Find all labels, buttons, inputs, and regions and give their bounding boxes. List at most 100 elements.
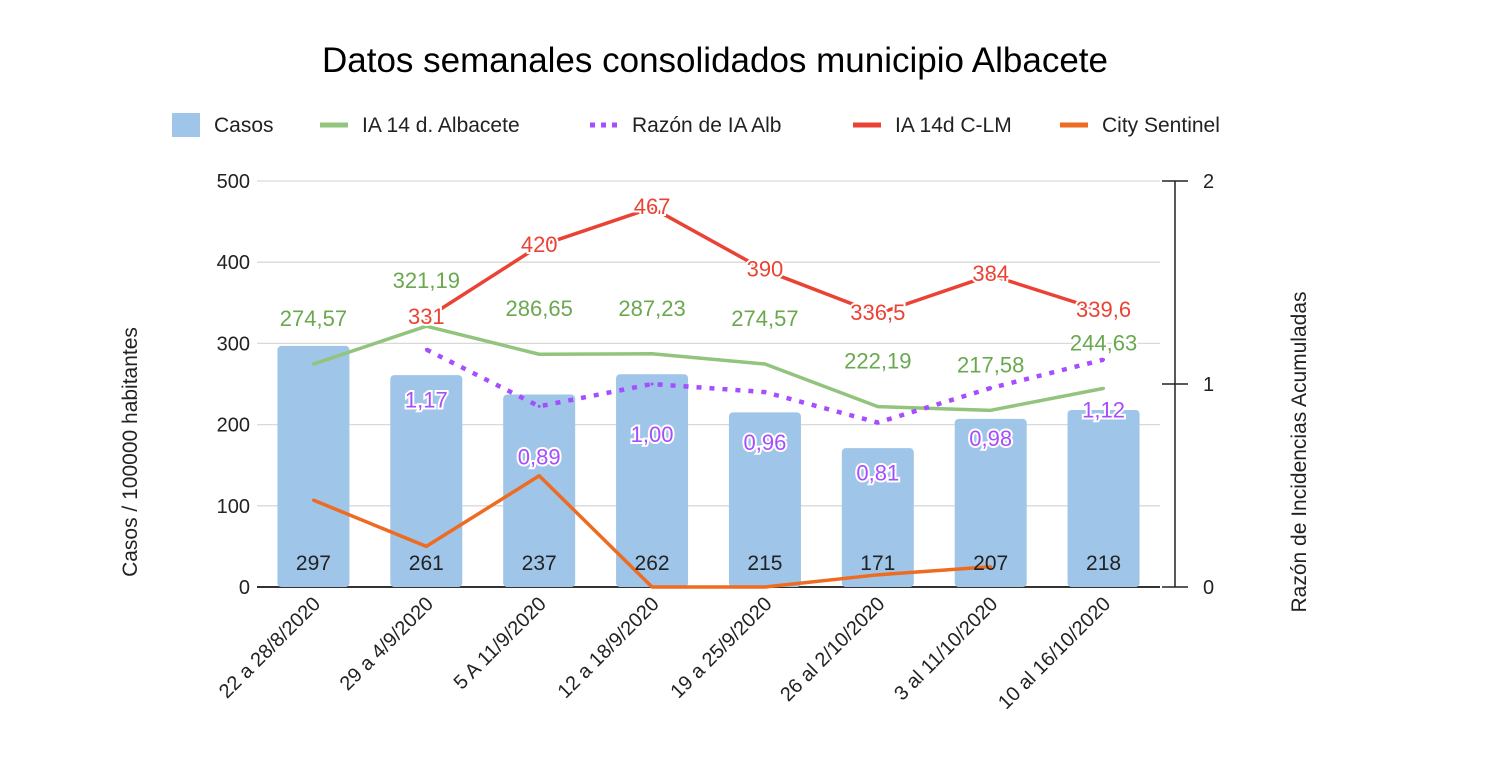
axes: 0 100 200 300 400 500 0 1 2 22 a 28/8/2020 29 a 4/… xyxy=(215,171,1214,714)
legend: Casos IA 14 d. Albacete Razón de IA Alb IA … xyxy=(172,113,1220,137)
bar-casos xyxy=(841,448,914,587)
label-ia-14d-c-lm: 467 xyxy=(634,194,671,219)
point-city-sentinel xyxy=(537,474,541,478)
y-tick-label: 400 xyxy=(217,252,250,274)
label-ia-14d-c-lm: 331 xyxy=(408,304,445,329)
legend-item: Casos xyxy=(172,113,274,137)
label-raz-n-de-ia-alb: 1,12 xyxy=(1082,398,1125,423)
point-raz-n-de-ia-alb xyxy=(763,390,767,394)
point-raz-n-de-ia-alb xyxy=(876,421,880,425)
point-raz-n-de-ia-alb xyxy=(424,347,428,351)
point-city-sentinel xyxy=(650,585,654,589)
point-raz-n-de-ia-alb xyxy=(1102,358,1106,362)
label-ia-14-d-albacete: 287,23 xyxy=(618,296,685,321)
label-ia-14-d-albacete: 286,65 xyxy=(506,296,573,321)
legend-item: Razón de IA Alb xyxy=(590,114,781,137)
y-tick-label: 100 xyxy=(217,496,250,518)
label-ia-14d-c-lm: 339,6 xyxy=(1076,297,1131,322)
y-tick-label: 300 xyxy=(217,333,250,355)
legend-item: IA 14 d. Albacete xyxy=(320,114,520,137)
bar-label: 237 xyxy=(522,552,557,575)
legend-swatch xyxy=(172,113,200,137)
bar-label: 261 xyxy=(409,552,444,575)
label-ia-14d-c-lm: 336,5 xyxy=(850,300,905,325)
point-ia-14d-c-lm xyxy=(650,206,654,210)
point-ia-14-d-albacete xyxy=(650,352,654,356)
bar-casos xyxy=(616,374,689,587)
legend-label: City Sentinel xyxy=(1102,114,1220,137)
legend-item: City Sentinel xyxy=(1060,114,1220,137)
point-ia-14-d-albacete xyxy=(311,362,315,366)
label-raz-n-de-ia-alb: 1,17 xyxy=(405,387,448,412)
x-tick-label: 22 a 28/8/2020 xyxy=(215,593,325,703)
line-ia-14-d-albacete xyxy=(312,324,1104,413)
point-city-sentinel xyxy=(424,544,428,548)
chart-title: Datos semanales consolidados municipio A… xyxy=(322,41,1108,80)
bar-label: 215 xyxy=(747,552,782,575)
point-ia-14-d-albacete xyxy=(763,362,767,366)
point-ia-14-d-albacete xyxy=(424,324,428,328)
y2-tick-label: 0 xyxy=(1203,577,1214,599)
label-raz-n-de-ia-alb: 0,98 xyxy=(969,426,1012,451)
y-tick-label: 0 xyxy=(239,577,250,599)
x-tick-label: 10 al 16/10/2020 xyxy=(994,593,1115,714)
label-ia-14-d-albacete: 217,58 xyxy=(957,352,1024,377)
x-tick-label: 12 a 18/9/2020 xyxy=(554,593,664,703)
point-ia-14d-c-lm xyxy=(763,268,767,272)
bar-casos xyxy=(503,394,576,587)
bar-casos xyxy=(728,412,801,587)
x-tick-label: 29 a 4/9/2020 xyxy=(336,593,438,695)
legend-label: IA 14d C-LM xyxy=(895,114,1012,137)
y-tick-label: 500 xyxy=(217,171,250,193)
y2-tick-label: 1 xyxy=(1203,374,1214,396)
label-ia-14-d-albacete: 321,19 xyxy=(393,268,460,293)
bar-label: 171 xyxy=(860,552,895,575)
y2-tick-label: 2 xyxy=(1203,171,1214,193)
legend-item: IA 14d C-LM xyxy=(853,114,1012,137)
point-raz-n-de-ia-alb xyxy=(537,404,541,408)
x-tick-label: 26 al 2/10/2020 xyxy=(776,593,889,706)
y-tick-label: 200 xyxy=(217,415,250,437)
point-raz-n-de-ia-alb xyxy=(650,382,654,386)
legend-label: Razón de IA Alb xyxy=(632,114,781,137)
bar-casos xyxy=(1067,409,1140,587)
label-ia-14d-c-lm: 384 xyxy=(972,261,1009,286)
x-tick-label: 3 al 11/10/2020 xyxy=(890,593,1002,705)
point-raz-n-de-ia-alb xyxy=(989,386,993,390)
point-ia-14d-c-lm xyxy=(1102,309,1106,313)
label-ia-14-d-albacete: 274,57 xyxy=(731,306,798,331)
bar-casos xyxy=(277,345,350,587)
y2-axis-label: Razón de Incidencias Acumuladas xyxy=(1288,291,1311,612)
point-city-sentinel xyxy=(876,573,880,577)
label-ia-14-d-albacete: 274,57 xyxy=(280,306,347,331)
point-ia-14-d-albacete xyxy=(537,352,541,356)
point-ia-14-d-albacete xyxy=(876,405,880,409)
bar-label: 218 xyxy=(1086,552,1121,575)
point-ia-14d-c-lm xyxy=(989,273,993,277)
lines xyxy=(311,206,1106,589)
label-raz-n-de-ia-alb: 0,81 xyxy=(856,461,899,486)
point-ia-14-d-albacete xyxy=(1102,386,1106,390)
point-ia-14d-c-lm xyxy=(876,312,880,316)
bar-casos xyxy=(954,418,1027,587)
label-ia-14d-c-lm: 420 xyxy=(521,232,558,257)
bars xyxy=(277,345,1140,587)
point-city-sentinel xyxy=(311,498,315,502)
point-ia-14d-c-lm xyxy=(537,244,541,248)
legend-label: IA 14 d. Albacete xyxy=(362,114,520,137)
label-ia-14-d-albacete: 244,63 xyxy=(1070,330,1137,355)
label-raz-n-de-ia-alb: 0,89 xyxy=(518,444,561,469)
x-tick-label: 19 a 25/9/2020 xyxy=(667,593,777,703)
point-city-sentinel xyxy=(763,585,767,589)
point-city-sentinel xyxy=(989,565,993,569)
bar-label: 207 xyxy=(973,552,1008,575)
label-ia-14d-c-lm: 390 xyxy=(747,256,784,281)
label-ia-14-d-albacete: 222,19 xyxy=(844,349,911,374)
label-raz-n-de-ia-alb: 0,96 xyxy=(744,430,787,455)
point-ia-14-d-albacete xyxy=(989,408,993,412)
bar-label: 297 xyxy=(296,552,331,575)
y-axis-label: Casos / 100000 habitantes xyxy=(119,327,142,577)
bar-label: 262 xyxy=(635,552,670,575)
x-tick-label: 5 A 11/9/2020 xyxy=(450,593,551,694)
